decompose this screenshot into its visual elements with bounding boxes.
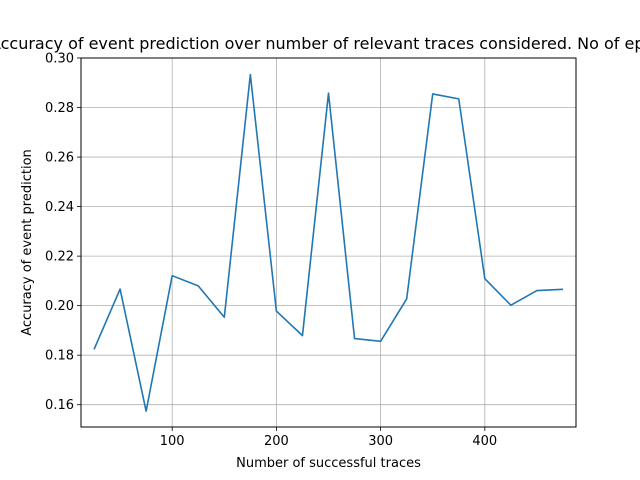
x-tick-label: 200 (264, 434, 289, 449)
data-point (275, 310, 277, 312)
y-tick-label: 0.22 (45, 250, 74, 265)
data-point (380, 340, 382, 342)
y-tick-label: 0.26 (45, 151, 74, 166)
x-axis-label: Number of successful traces (236, 456, 421, 471)
plot-frame (80, 57, 577, 428)
y-tick-label: 0.20 (45, 299, 74, 314)
data-point (510, 304, 512, 306)
data-point (249, 74, 251, 76)
data-point (536, 290, 538, 292)
data-point (119, 288, 121, 290)
data-point (197, 285, 199, 287)
series-layer (93, 73, 564, 412)
data-point (328, 92, 330, 94)
data-point (301, 335, 303, 337)
y-tick-label: 0.18 (45, 349, 74, 364)
axis-ticks: 100 200 300 400 0.16 0.18 0.20 0.22 0.24 0.26 0.28… (45, 52, 497, 450)
data-point (145, 410, 147, 412)
data-point (562, 288, 564, 290)
data-point (223, 316, 225, 318)
x-tick-label: 300 (368, 434, 393, 449)
data-point (93, 348, 95, 350)
x-tick-label: 400 (472, 434, 497, 449)
y-tick-label: 0.30 (45, 52, 74, 67)
x-tick-label: 100 (160, 434, 185, 449)
chart-title: Accuracy of event prediction over number… (0, 34, 640, 53)
y-axis-label: Accuracy of event prediction (20, 149, 35, 336)
data-point (171, 275, 173, 277)
data-point (406, 298, 408, 300)
y-tick-label: 0.28 (45, 101, 74, 116)
y-tick-label: 0.16 (45, 398, 74, 413)
data-point (354, 338, 356, 340)
data-point (432, 93, 434, 95)
y-tick-label: 0.24 (45, 200, 74, 215)
series-line (93, 73, 564, 412)
data-point (484, 278, 486, 280)
data-point (458, 98, 460, 100)
